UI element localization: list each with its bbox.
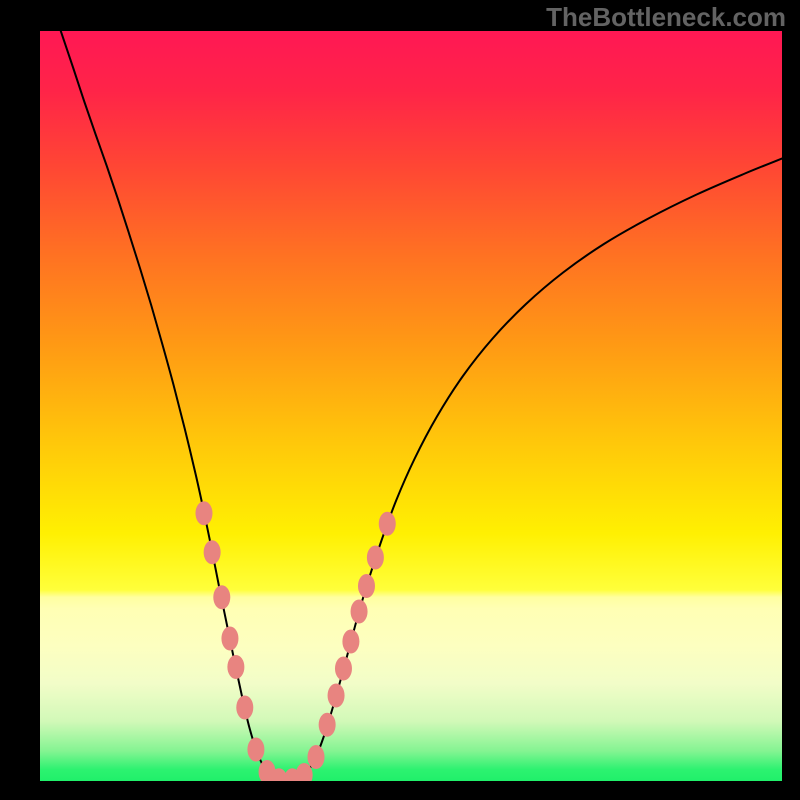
curve-marker xyxy=(247,738,264,762)
curve-marker xyxy=(379,512,396,536)
curve-marker xyxy=(308,745,325,769)
curve-marker xyxy=(358,574,375,598)
curve-marker xyxy=(328,684,345,708)
gradient-background xyxy=(40,31,782,781)
curve-marker xyxy=(367,546,384,570)
chart-container: TheBottleneck.com xyxy=(0,0,800,800)
curve-marker xyxy=(236,696,253,720)
watermark-text: TheBottleneck.com xyxy=(546,2,786,33)
curve-marker xyxy=(195,501,212,525)
curve-marker xyxy=(213,585,230,609)
curve-marker xyxy=(335,657,352,681)
curve-marker xyxy=(221,627,238,651)
curve-marker xyxy=(204,540,221,564)
curve-marker xyxy=(227,655,244,679)
curve-marker xyxy=(319,713,336,737)
plot-area xyxy=(40,31,782,781)
curve-marker xyxy=(342,630,359,654)
curve-marker xyxy=(351,600,368,624)
